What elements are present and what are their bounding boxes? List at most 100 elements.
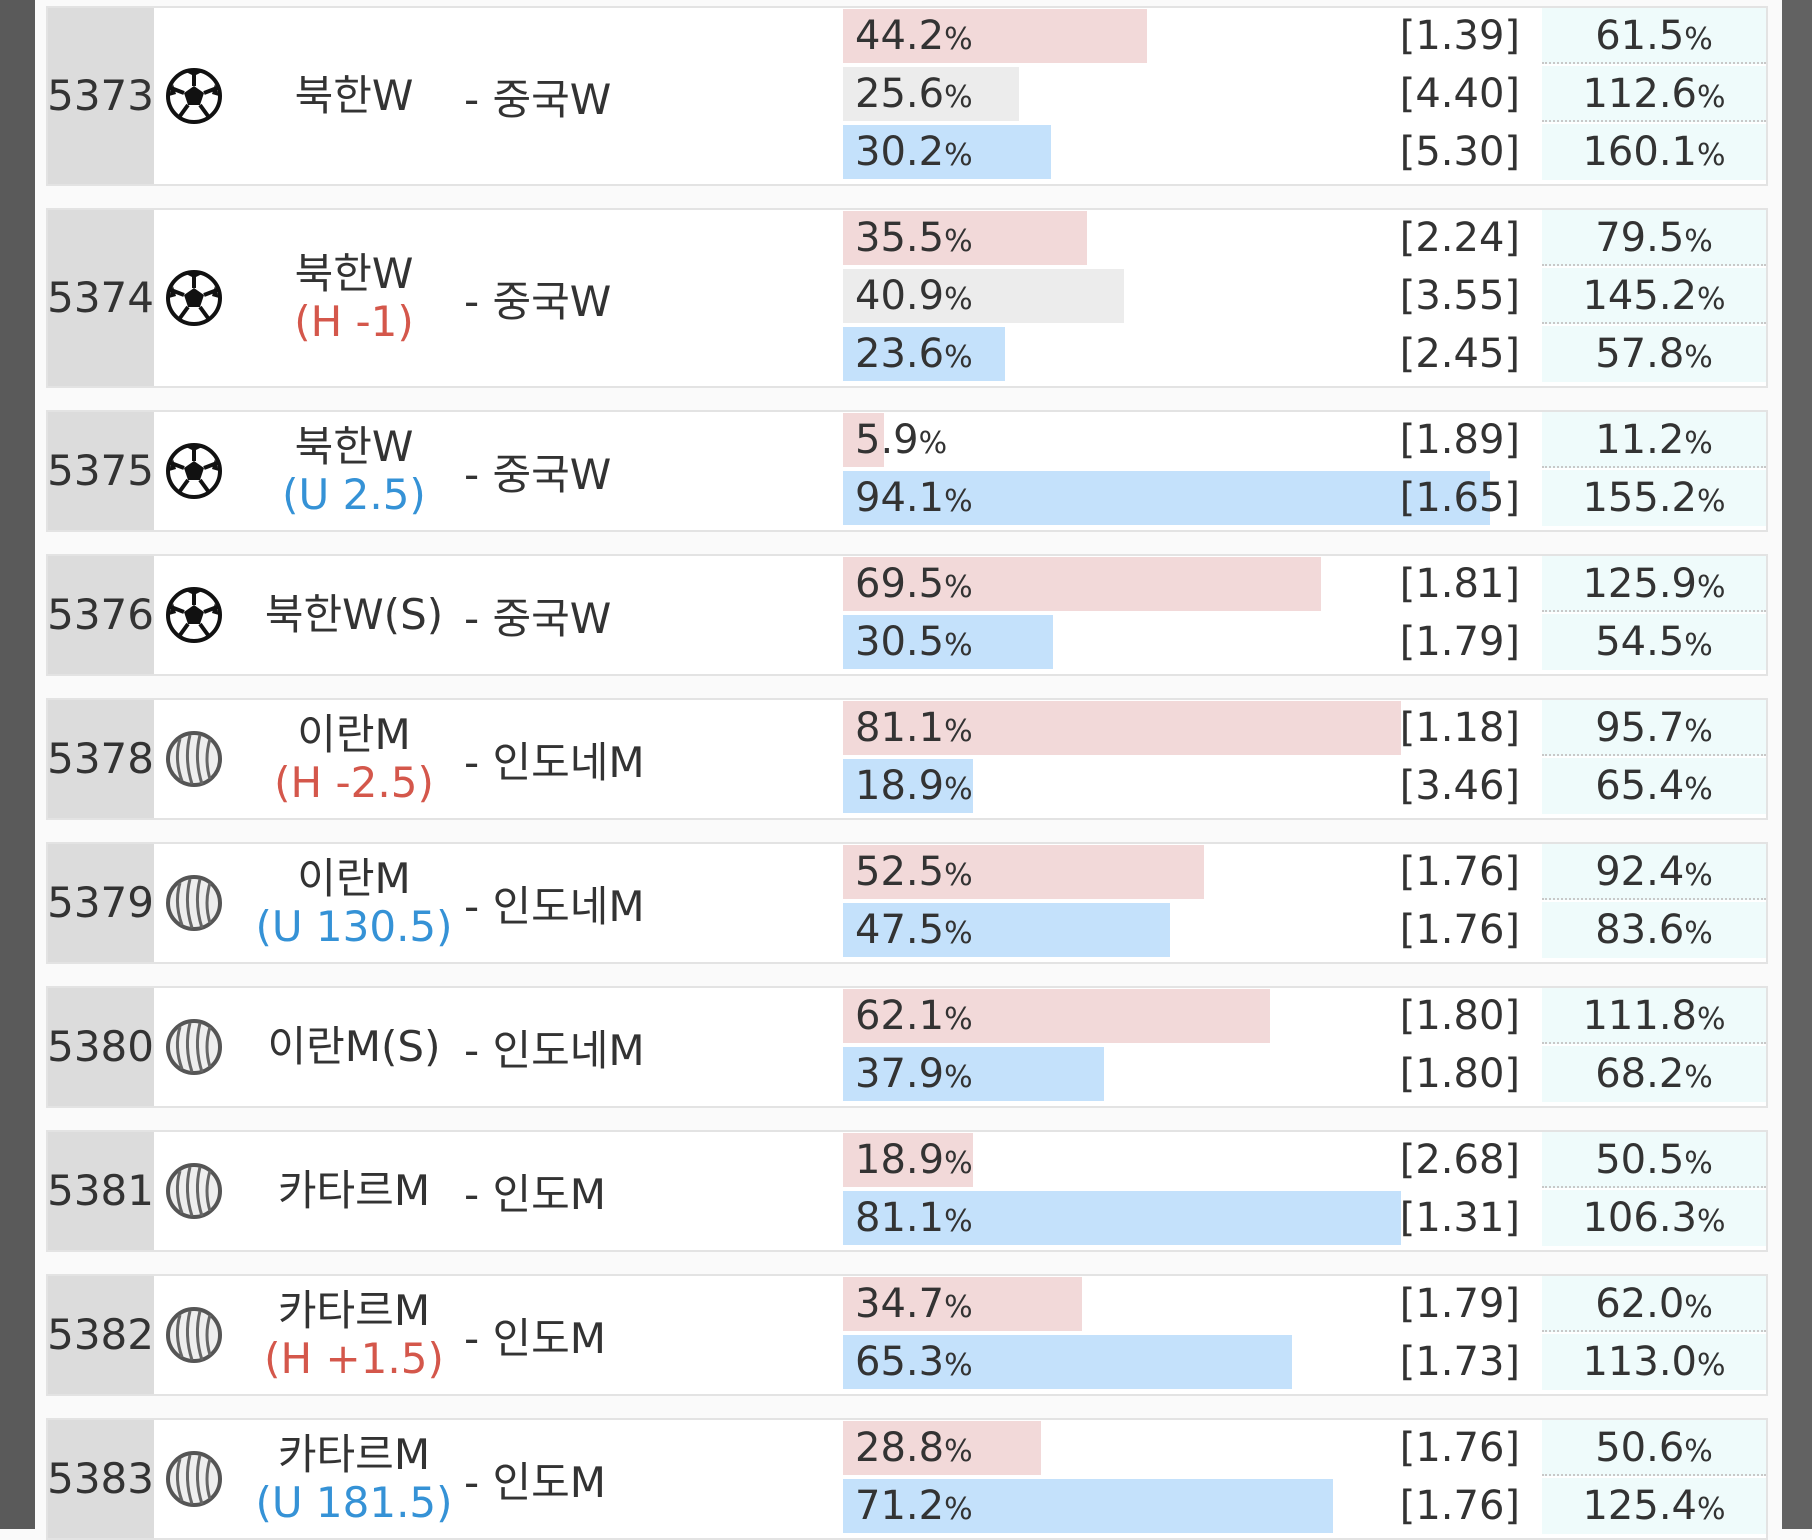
match-id: 5381	[47, 1132, 154, 1250]
outcome: 18.9% [2.68]	[843, 1133, 1531, 1187]
pct-label: 94.1%	[855, 475, 973, 521]
sport-icon	[164, 1161, 224, 1225]
match-id: 5380	[47, 988, 154, 1106]
odds: [5.30]	[1399, 129, 1520, 175]
pct-bar	[843, 471, 1491, 525]
return-rate: 61.5%	[1542, 8, 1766, 64]
handicap: (H +1.5)	[264, 1334, 444, 1383]
match-id: 5379	[47, 844, 154, 962]
home-name: 북한W	[294, 249, 414, 298]
outcome: 47.5% [1.76]	[843, 903, 1531, 957]
home-name: 카타르M	[277, 1430, 431, 1479]
return-rate: 92.4%	[1542, 844, 1766, 900]
match-row: 5380 이란M(S) - 인도네M 62.1% [1.80] 111.8% 37.9% [1…	[46, 986, 1768, 1108]
pct-label: 40.9%	[855, 273, 973, 319]
pct-label: 62.1%	[855, 993, 973, 1039]
pct-bar	[843, 759, 974, 813]
odds: [2.24]	[1399, 215, 1520, 261]
odds: [1.79]	[1399, 619, 1520, 665]
return-rate: 113.0%	[1542, 1334, 1766, 1390]
odds: [1.39]	[1399, 13, 1520, 59]
outcome: 37.9% [1.80]	[843, 1047, 1531, 1101]
sport-icon	[164, 1305, 224, 1369]
home-team: 카타르M (U 181.5)	[254, 1420, 454, 1538]
odds: [1.76]	[1399, 907, 1520, 953]
outcome: 30.5% [1.79]	[843, 615, 1531, 669]
odds: [1.76]	[1399, 849, 1520, 895]
pct-label: 47.5%	[855, 907, 973, 953]
outcome: 52.5% [1.76]	[843, 845, 1531, 899]
return-rate: 83.6%	[1542, 902, 1766, 958]
home-team: 이란M (U 130.5)	[254, 844, 454, 962]
odds: [1.80]	[1399, 1051, 1520, 1097]
pct-bar	[843, 413, 884, 467]
home-team: 카타르M	[254, 1132, 454, 1250]
home-name: 이란M	[297, 854, 411, 903]
pct-label: 18.9%	[855, 1137, 973, 1183]
away-team: - 중국W	[464, 74, 612, 124]
sport-icon	[164, 1449, 224, 1513]
pct-bar	[843, 1047, 1104, 1101]
odds: [1.79]	[1399, 1281, 1520, 1327]
home-name: 이란M	[297, 710, 411, 759]
return-rate: 111.8%	[1542, 988, 1766, 1044]
pct-label: 52.5%	[855, 849, 973, 895]
return-rate: 145.2%	[1542, 268, 1766, 324]
away-team: - 중국W	[464, 593, 612, 643]
return-rate: 95.7%	[1542, 700, 1766, 756]
match-row: 5383 카타르M (U 181.5) - 인도M 28.8% [1.76] 50.6% 71…	[46, 1418, 1768, 1540]
outcome: 25.6% [4.40]	[843, 67, 1531, 121]
sport-icon	[164, 585, 224, 649]
pct-bar	[843, 9, 1148, 63]
home-name: 이란M(S)	[267, 1022, 441, 1071]
pct-bar	[843, 989, 1271, 1043]
return-rate: 106.3%	[1542, 1190, 1766, 1246]
outcome: 71.2% [1.76]	[843, 1479, 1531, 1533]
return-rate: 155.2%	[1542, 470, 1766, 526]
odds: [1.65]	[1399, 475, 1520, 521]
odds: [1.18]	[1399, 705, 1520, 751]
home-name: 북한W	[294, 71, 414, 120]
sport-icon	[164, 441, 224, 505]
outcome: 5.9% [1.89]	[843, 413, 1531, 467]
match-row: 5381 카타르M - 인도M 18.9% [2.68] 50.5% 81.1% [1.31]…	[46, 1130, 1768, 1252]
match-row: 5376 북한W(S) - 중국W 69.5% [1.81] 125.9% 30.5% [1.…	[46, 554, 1768, 676]
pct-label: 81.1%	[855, 705, 973, 751]
pct-bar	[843, 1421, 1042, 1475]
pct-bar	[843, 615, 1053, 669]
pct-label: 30.2%	[855, 129, 973, 175]
pct-bar	[843, 1479, 1333, 1533]
outcome: 34.7% [1.79]	[843, 1277, 1531, 1331]
sport-icon	[164, 873, 224, 937]
pct-label: 18.9%	[855, 763, 973, 809]
odds: [1.73]	[1399, 1339, 1520, 1385]
away-team: - 인도M	[464, 1313, 607, 1363]
outcome: 40.9% [3.55]	[843, 269, 1531, 323]
home-team: 북한W(S)	[254, 556, 454, 674]
return-rate: 160.1%	[1542, 124, 1766, 180]
pct-label: 71.2%	[855, 1483, 973, 1529]
pct-bar	[843, 1335, 1293, 1389]
match-id: 5373	[47, 8, 154, 184]
home-name: 북한W	[294, 422, 414, 471]
handicap: (U 181.5)	[255, 1478, 453, 1527]
return-rate: 125.4%	[1542, 1478, 1766, 1534]
odds: [1.89]	[1399, 417, 1520, 463]
outcome: 65.3% [1.73]	[843, 1335, 1531, 1389]
pct-label: 25.6%	[855, 71, 973, 117]
return-rate: 50.5%	[1542, 1132, 1766, 1188]
backdrop-right	[1782, 0, 1812, 1529]
pct-label: 69.5%	[855, 561, 973, 607]
match-id: 5383	[47, 1420, 154, 1538]
home-name: 카타르M	[277, 1286, 431, 1335]
match-row: 5375 북한W (U 2.5) - 중국W 5.9% [1.89] 11.2% 94.1%[…	[46, 410, 1768, 532]
home-team: 이란M (H -2.5)	[254, 700, 454, 818]
pct-bar	[843, 1191, 1401, 1245]
pct-label: 5.9%	[855, 417, 948, 463]
handicap: (U 130.5)	[255, 902, 453, 951]
home-name: 카타르M	[277, 1166, 431, 1215]
pct-bar	[843, 327, 1006, 381]
pct-bar	[843, 903, 1170, 957]
pct-label: 65.3%	[855, 1339, 973, 1385]
home-team: 카타르M (H +1.5)	[254, 1276, 454, 1394]
